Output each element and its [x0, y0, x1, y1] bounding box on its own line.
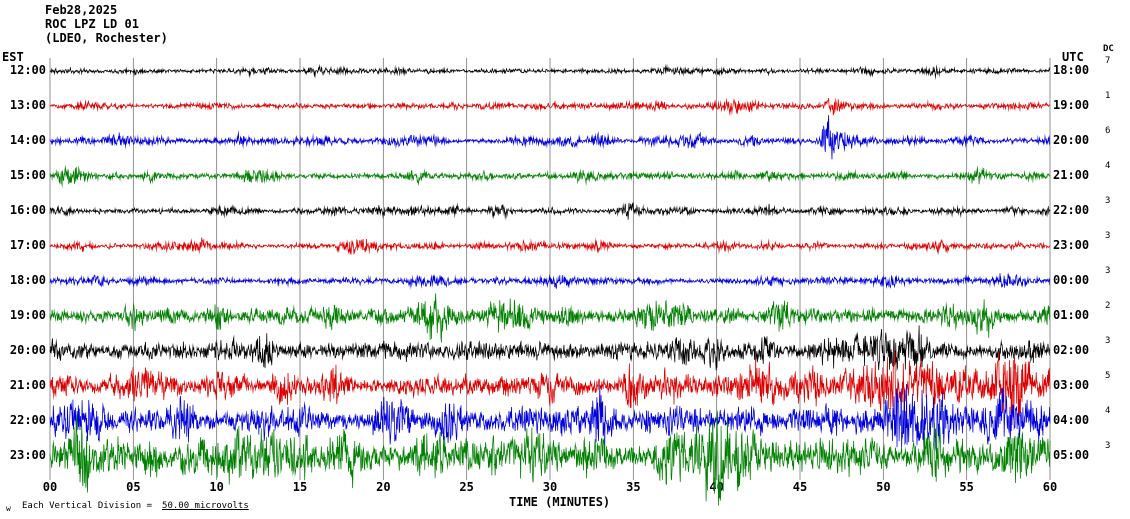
row-dc-value: 4: [1105, 161, 1111, 171]
row-label-utc: 22:00: [1053, 203, 1090, 217]
row-dc-value: 3: [1105, 441, 1111, 451]
row-dc-value: 3: [1105, 196, 1111, 206]
row-dc-value: 1: [1105, 91, 1111, 101]
row-label-utc: 23:00: [1053, 238, 1090, 252]
x-tick-label: 40: [709, 480, 724, 494]
x-tick-label: 20: [376, 480, 391, 494]
row-label-utc: 19:00: [1053, 98, 1090, 112]
row-label-est: 15:00: [9, 168, 46, 182]
x-tick-label: 00: [42, 480, 58, 494]
row-dc-value: 3: [1105, 231, 1111, 241]
x-tick-label: 35: [626, 480, 641, 494]
row-label-est: 21:00: [9, 378, 46, 392]
row-label-utc: 00:00: [1053, 273, 1090, 287]
x-tick-label: 30: [542, 480, 558, 494]
row-label-est: 19:00: [9, 308, 46, 322]
row-dc-value: 2: [1105, 301, 1111, 311]
x-tick-label: 25: [459, 480, 474, 494]
row-label-est: 16:00: [9, 203, 46, 217]
row-label-est: 23:00: [9, 448, 46, 462]
scale-note-value: 50.00 microvolts: [162, 501, 249, 511]
timezone-label-utc: UTC: [1062, 50, 1084, 64]
row-label-est: 12:00: [9, 63, 46, 77]
row-label-est: 17:00: [9, 238, 46, 252]
x-tick-label: 50: [876, 480, 891, 494]
header-location: (LDEO, Rochester): [45, 31, 168, 45]
header-date: Feb28,2025: [45, 3, 118, 17]
row-label-est: 13:00: [9, 98, 46, 112]
row-label-utc: 18:00: [1053, 63, 1090, 77]
row-label-utc: 20:00: [1053, 133, 1090, 147]
scale-note-text: Each Vertical Division =: [22, 501, 153, 511]
row-dc-value: 5: [1105, 371, 1111, 381]
x-tick-label: 45: [792, 480, 808, 494]
row-label-utc: 03:00: [1053, 378, 1090, 392]
dc-column-header: DC: [1103, 44, 1114, 54]
header-station: ROC LPZ LD 01: [45, 17, 139, 31]
row-label-utc: 05:00: [1053, 448, 1090, 462]
scale-note: Each Vertical Division = 50.00 microvolts: [22, 501, 249, 511]
x-axis-title: TIME (MINUTES): [509, 495, 611, 509]
row-label-est: 20:00: [9, 343, 46, 357]
x-tick-label: 10: [209, 480, 224, 494]
row-label-utc: 02:00: [1053, 343, 1090, 357]
x-tick-label: 55: [959, 480, 974, 494]
row-label-est: 14:00: [9, 133, 46, 147]
row-dc-value: 7: [1105, 56, 1111, 66]
row-label-est: 18:00: [9, 273, 46, 287]
row-label-utc: 21:00: [1053, 168, 1090, 182]
row-dc-value: 4: [1105, 406, 1111, 416]
timezone-label-est: EST: [2, 50, 24, 64]
row-label-est: 22:00: [9, 413, 46, 427]
x-tick-label: 05: [126, 480, 141, 494]
row-label-utc: 04:00: [1053, 413, 1090, 427]
row-dc-value: 3: [1105, 266, 1111, 276]
x-tick-label: 15: [292, 480, 308, 494]
corner-glyph: w: [6, 504, 11, 513]
row-dc-value: 3: [1105, 336, 1111, 346]
x-tick-label: 60: [1042, 480, 1058, 494]
row-label-utc: 01:00: [1053, 308, 1090, 322]
row-dc-value: 6: [1105, 126, 1111, 136]
